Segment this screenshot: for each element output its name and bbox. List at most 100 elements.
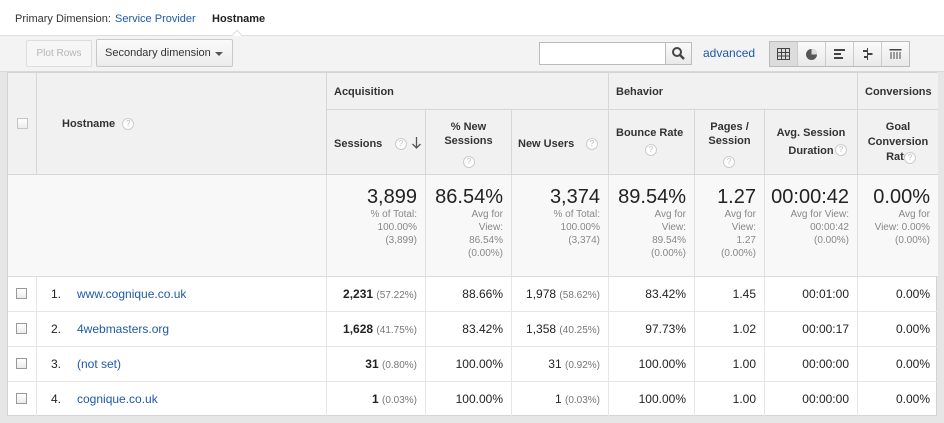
row-index: 4. bbox=[51, 392, 62, 406]
row-avg-duration: 00:00:00 bbox=[765, 382, 858, 417]
total-goal-rate-delta: (0.00%) bbox=[894, 235, 930, 246]
total-sessions-abs: (3,899) bbox=[385, 235, 417, 246]
sessions-pct: (0.03%) bbox=[381, 395, 417, 406]
row-hostname-cell: 1. www.cognique.co.uk bbox=[37, 277, 327, 312]
row-new-sessions: 100.00% bbox=[426, 382, 512, 417]
pivot-view-button[interactable] bbox=[882, 42, 909, 66]
bar-view-button[interactable] bbox=[826, 42, 854, 66]
total-new-sessions-caption: Avg for bbox=[471, 209, 504, 220]
secondary-dimension-dropdown[interactable]: Secondary dimension bbox=[96, 39, 233, 67]
column-header-pages-session[interactable]: Pages / Session ? bbox=[695, 110, 765, 175]
help-icon[interactable]: ? bbox=[835, 144, 847, 156]
column-header-avg-session-duration[interactable]: Avg. Session Duration ? bbox=[765, 110, 858, 175]
primary-dimension-bar: Primary Dimension: Service Provider Host… bbox=[0, 0, 944, 36]
row-hostname-cell: 3. (not set) bbox=[37, 347, 327, 382]
total-pages-session-caption2: View: bbox=[731, 222, 756, 233]
total-new-users-caption: % of Total: bbox=[553, 209, 600, 220]
hostname-link[interactable]: (not set) bbox=[77, 357, 122, 371]
help-icon[interactable]: ? bbox=[723, 156, 735, 168]
row-pages-session: 1.02 bbox=[695, 312, 765, 347]
row-new-sessions: 100.00% bbox=[426, 347, 512, 382]
bounce-rate-header-label: Bounce Rate bbox=[616, 127, 684, 139]
sessions-pct: (57.22%) bbox=[376, 290, 417, 301]
column-header-sessions[interactable]: Sessions ? bbox=[327, 110, 426, 175]
hostname-link[interactable]: cognique.co.uk bbox=[77, 392, 158, 406]
dimension-option-service-provider[interactable]: Service Provider bbox=[115, 13, 196, 25]
total-new-users-value: 3,374 bbox=[549, 186, 600, 208]
row-checkbox[interactable] bbox=[16, 393, 27, 404]
table-view-button[interactable] bbox=[770, 42, 798, 66]
table-row: 3. (not set) 31 (0.80%) 100.00% 31 (0.92… bbox=[8, 347, 938, 382]
row-index: 1. bbox=[51, 287, 62, 301]
row-sessions: 1,628 (41.75%) bbox=[327, 312, 426, 347]
total-avg-duration-value: 00:00:42 bbox=[771, 186, 849, 208]
table-row: 1. www.cognique.co.uk 2,231 (57.22%) 88.… bbox=[8, 277, 938, 312]
row-bounce-rate: 100.00% bbox=[609, 347, 695, 382]
comparison-view-icon bbox=[863, 48, 873, 60]
column-header-new-sessions[interactable]: % New Sessions ? bbox=[426, 110, 512, 175]
row-bounce-rate: 83.42% bbox=[609, 277, 695, 312]
row-goal-rate: 0.00% bbox=[895, 357, 930, 371]
total-new-sessions-delta: (0.00%) bbox=[467, 248, 503, 259]
total-bounce-rate: 89.54% Avg for View: 89.54% (0.00%) bbox=[609, 175, 695, 277]
total-avg-duration-avg: 00:00:42 bbox=[810, 222, 849, 233]
group-behavior: Behavior bbox=[609, 73, 858, 110]
pie-view-button[interactable] bbox=[798, 42, 826, 66]
help-icon[interactable]: ? bbox=[463, 156, 475, 168]
row-new-sessions: 88.66% bbox=[426, 277, 512, 312]
search-button[interactable] bbox=[665, 42, 692, 65]
total-bounce-rate-caption: Avg for bbox=[654, 209, 687, 220]
hostname-header-label: Hostname bbox=[62, 118, 116, 130]
help-icon[interactable]: ? bbox=[586, 138, 598, 150]
row-checkbox[interactable] bbox=[16, 288, 27, 299]
help-icon[interactable]: ? bbox=[645, 144, 657, 156]
total-new-users-pct: 100.00% bbox=[560, 222, 600, 233]
row-new-users: 31 (0.92%) bbox=[512, 347, 609, 382]
row-avg-duration: 00:01:00 bbox=[765, 277, 858, 312]
help-icon[interactable]: ? bbox=[904, 152, 916, 164]
new-users-pct: (0.92%) bbox=[564, 360, 600, 371]
header-checkbox-cell bbox=[8, 73, 37, 175]
row-pages-session: 1.00 bbox=[695, 382, 765, 417]
hostname-header[interactable]: Hostname ? bbox=[62, 118, 135, 131]
avg-duration-header-label: Avg. Session Duration bbox=[776, 127, 846, 157]
row-checkbox-cell bbox=[8, 312, 37, 347]
totals-label-cell bbox=[8, 175, 327, 277]
row-checkbox-cell bbox=[8, 277, 37, 312]
total-goal-rate-caption: Avg for bbox=[898, 209, 931, 220]
row-hostname-cell: 2. 4webmasters.org bbox=[37, 312, 327, 347]
plot-rows-button[interactable]: Plot Rows bbox=[26, 40, 92, 67]
chevron-down-icon bbox=[215, 52, 223, 56]
help-icon[interactable]: ? bbox=[122, 118, 135, 131]
column-header-goal-conversion-rate[interactable]: Goal Conversion Rate ? bbox=[858, 110, 938, 175]
group-acquisition-label: Acquisition bbox=[334, 86, 394, 98]
select-all-checkbox[interactable] bbox=[17, 118, 28, 129]
column-header-bounce-rate[interactable]: Bounce Rate ? bbox=[609, 110, 695, 175]
hostname-link[interactable]: 4webmasters.org bbox=[77, 322, 170, 336]
total-sessions: 3,899 % of Total: 100.00% (3,899) bbox=[327, 175, 426, 277]
row-sessions: 2,231 (57.22%) bbox=[327, 277, 426, 312]
row-checkbox[interactable] bbox=[16, 358, 27, 369]
new-users-pct: (0.03%) bbox=[564, 395, 600, 406]
total-goal-rate-value: 0.00% bbox=[873, 186, 930, 208]
help-icon[interactable]: ? bbox=[395, 138, 407, 150]
selected-caret-icon bbox=[232, 30, 242, 36]
new-users-value: 1 bbox=[554, 392, 562, 406]
new-users-pct: (40.25%) bbox=[559, 325, 600, 336]
row-checkbox[interactable] bbox=[16, 323, 27, 334]
primary-dimension-label: Primary Dimension: bbox=[15, 13, 111, 25]
row-new-users: 1 (0.03%) bbox=[512, 382, 609, 417]
table-filter-input[interactable] bbox=[539, 42, 666, 65]
hostname-link[interactable]: www.cognique.co.uk bbox=[77, 287, 187, 301]
comparison-view-button[interactable] bbox=[854, 42, 882, 66]
header-hostname-cell: Hostname ? bbox=[37, 73, 327, 175]
row-index: 2. bbox=[51, 322, 62, 336]
total-pages-session: 1.27 Avg for View: 1.27 (0.00%) bbox=[695, 175, 765, 277]
table-row: 2. 4webmasters.org 1,628 (41.75%) 83.42%… bbox=[8, 312, 938, 347]
total-goal-rate: 0.00% Avg for View: 0.00% (0.00%) bbox=[858, 175, 938, 277]
secondary-dimension-label: Secondary dimension bbox=[105, 47, 211, 59]
bar-view-icon bbox=[834, 49, 845, 59]
column-header-new-users[interactable]: New Users ? bbox=[512, 110, 609, 175]
advanced-filter-link[interactable]: advanced bbox=[703, 46, 756, 60]
row-avg-duration: 00:00:17 bbox=[765, 312, 858, 347]
